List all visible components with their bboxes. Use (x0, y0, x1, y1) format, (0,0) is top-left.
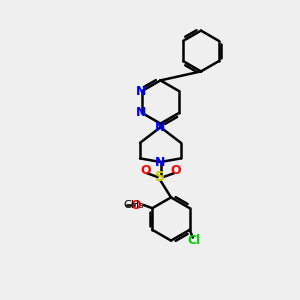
Text: N: N (136, 106, 146, 119)
Text: O: O (140, 164, 151, 177)
Text: N: N (136, 85, 146, 98)
Text: O: O (170, 164, 181, 177)
Text: CH₃: CH₃ (123, 200, 144, 210)
Text: O: O (130, 199, 141, 212)
Text: S: S (155, 170, 166, 184)
Text: N: N (155, 155, 166, 169)
Text: N: N (155, 121, 166, 134)
Text: Cl: Cl (188, 234, 201, 247)
